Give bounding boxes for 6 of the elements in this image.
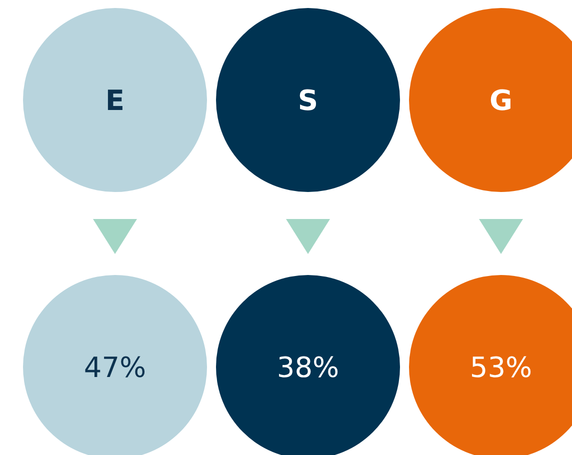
data-label: 38% <box>276 350 340 384</box>
category-label: G <box>490 84 512 117</box>
data-label: 47% <box>84 350 146 384</box>
category-label: S <box>298 84 318 117</box>
category-label: E <box>105 84 125 117</box>
data-label: 53% <box>470 350 532 384</box>
